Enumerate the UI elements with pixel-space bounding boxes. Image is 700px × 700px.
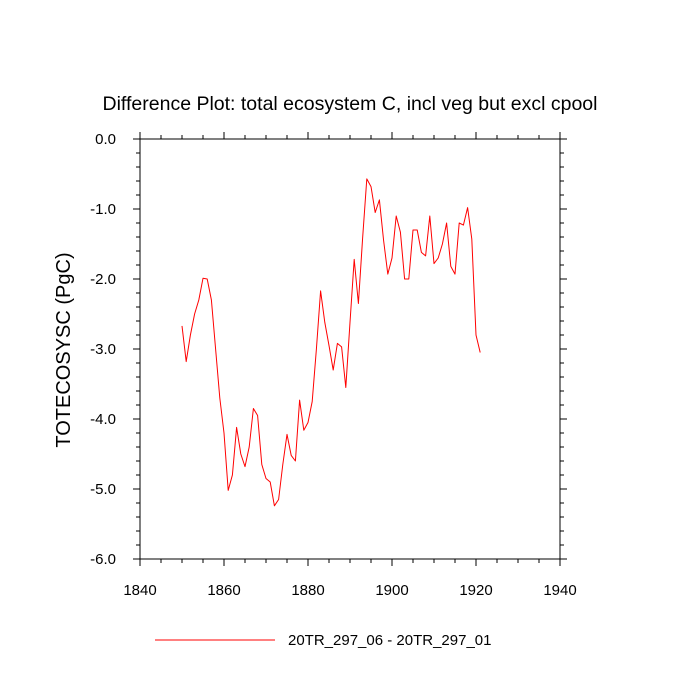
x-tick-label: 1860 [207, 582, 240, 599]
axis-ticks [133, 132, 567, 566]
y-axis-label: TOTECOSYSC (PgC) [53, 252, 75, 447]
y-tick-label: 0.0 [95, 131, 116, 148]
y-tick-label: -1.0 [90, 201, 116, 218]
axis-tick-labels: 1840 1860 1880 1900 1920 1940 0.0 -1.0 -2.0 -3.0 -… [90, 131, 577, 599]
x-tick-label: 1880 [291, 582, 324, 599]
plot-frame [139, 138, 561, 560]
x-tick-label: 1920 [459, 582, 492, 599]
y-tick-label: -2.0 [90, 271, 116, 288]
y-tick-label: -5.0 [90, 481, 116, 498]
legend-label: 20TR_297_06 - 20TR_297_01 [288, 632, 491, 649]
series-line [181, 178, 481, 507]
y-tick-label: -4.0 [90, 411, 116, 428]
series-layer [181, 178, 481, 507]
chart-title: Difference Plot: total ecosystem C, incl… [103, 93, 598, 115]
x-tick-label: 1840 [123, 582, 156, 599]
x-tick-label: 1900 [375, 582, 408, 599]
y-tick-label: -6.0 [90, 551, 116, 568]
legend: 20TR_297_06 - 20TR_297_01 [155, 632, 491, 649]
y-tick-label: -3.0 [90, 341, 116, 358]
x-tick-label: 1940 [543, 582, 576, 599]
